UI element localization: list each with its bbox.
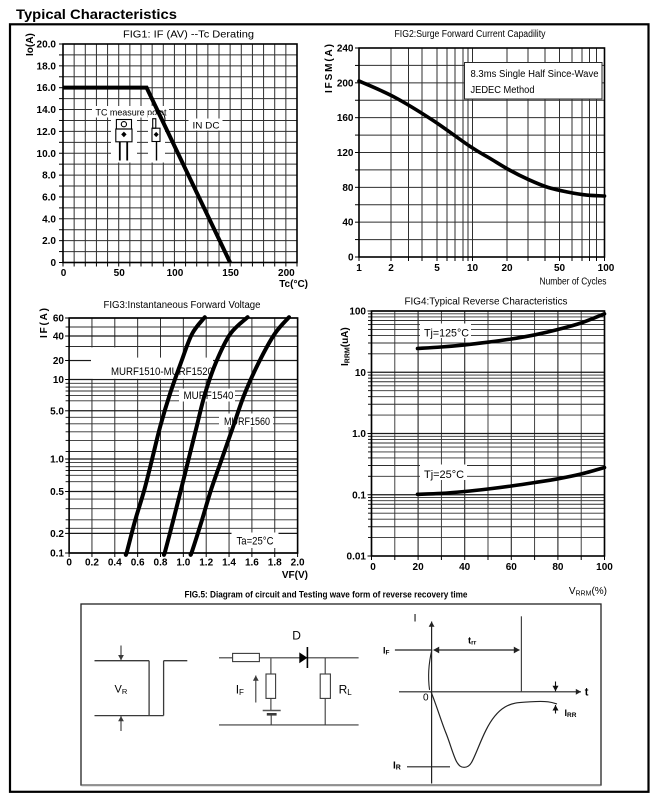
svg-text:10: 10 [467,263,479,274]
svg-text:IR: IR [393,761,401,772]
svg-text:20.0: 20.0 [37,40,57,51]
svg-text:0.6: 0.6 [131,558,145,569]
svg-text:100: 100 [598,263,615,274]
svg-text:100: 100 [167,268,184,279]
svg-text:100: 100 [349,307,366,318]
svg-text:IFSM(A): IFSM(A) [324,44,335,93]
svg-text:10: 10 [53,375,65,386]
svg-text:MURF1560: MURF1560 [224,416,270,428]
svg-text:2.0: 2.0 [42,236,56,247]
svg-text:Tj=25°C: Tj=25°C [424,469,464,481]
svg-text:FIG.5: Diagram of circuit and: FIG.5: Diagram of circuit and Testing wa… [185,590,468,600]
svg-text:80: 80 [342,183,354,194]
svg-text:t: t [585,687,589,699]
svg-text:16.0: 16.0 [37,83,57,94]
svg-text:IRR: IRR [565,708,577,719]
svg-text:0: 0 [423,693,429,704]
svg-text:I: I [414,613,417,625]
svg-text:MURF1510-MURF1520: MURF1510-MURF1520 [111,366,213,378]
svg-text:8.0: 8.0 [42,171,56,182]
svg-text:TC measure point: TC measure point [96,108,167,118]
svg-text:IN DC: IN DC [193,121,220,132]
svg-text:20: 20 [53,356,65,367]
svg-text:IRRM(uA): IRRM(uA) [340,327,352,366]
svg-text:1.2: 1.2 [199,558,213,569]
svg-text:IF(A): IF(A) [39,308,50,338]
svg-text:200: 200 [337,78,354,89]
svg-text:5: 5 [434,263,440,274]
svg-text:trr: trr [468,636,477,647]
svg-text:200: 200 [278,268,295,279]
svg-text:18.0: 18.0 [37,61,57,72]
svg-text:1.0: 1.0 [176,558,190,569]
svg-text:FIG1: IF (AV) --Tc Derating: FIG1: IF (AV) --Tc Derating [123,30,254,41]
svg-text:6.0: 6.0 [42,192,56,203]
svg-text:FIG3:Instantaneous Forward Vol: FIG3:Instantaneous Forward Voltage [104,300,261,311]
svg-text:0: 0 [370,562,376,573]
svg-text:Tc(°C): Tc(°C) [279,279,308,290]
svg-text:VR: VR [115,684,128,697]
svg-text:MURF1540: MURF1540 [184,390,234,402]
svg-text:FIG4:Typical Reverse Character: FIG4:Typical Reverse Characteristics [405,296,568,308]
svg-text:0: 0 [61,268,67,279]
svg-text:0.4: 0.4 [108,558,122,569]
svg-text:Typical Characteristics: Typical Characteristics [16,6,177,22]
svg-text:2: 2 [388,263,394,274]
svg-text:0.2: 0.2 [85,558,99,569]
svg-text:100: 100 [596,562,613,573]
svg-text:Tj=125°C: Tj=125°C [424,328,469,340]
svg-text:10.0: 10.0 [37,149,57,160]
svg-text:0: 0 [50,258,56,269]
svg-text:0.1: 0.1 [352,490,366,501]
svg-text:2.0: 2.0 [291,558,305,569]
svg-text:240: 240 [337,44,354,55]
svg-text:FIG2:Surge Forward Current Cap: FIG2:Surge Forward Current Capadility [395,29,546,40]
svg-text:0.1: 0.1 [50,549,64,560]
svg-text:1.8: 1.8 [268,558,282,569]
svg-text:0.5: 0.5 [50,487,64,498]
svg-text:20: 20 [413,562,425,573]
svg-text:50: 50 [554,263,566,274]
svg-text:40: 40 [53,332,65,343]
svg-text:20: 20 [501,263,513,274]
svg-text:0: 0 [348,253,354,264]
svg-text:1.6: 1.6 [245,558,259,569]
svg-text:Number of Cycles: Number of Cycles [540,277,607,288]
svg-text:10: 10 [355,368,367,379]
svg-text:60: 60 [506,562,518,573]
svg-text:8.3ms Single Half Since-Wave: 8.3ms Single Half Since-Wave [471,69,599,80]
svg-text:0.2: 0.2 [50,529,64,540]
svg-text:0.8: 0.8 [154,558,168,569]
svg-text:1.0: 1.0 [352,429,366,440]
svg-text:12.0: 12.0 [37,127,57,138]
svg-text:1.4: 1.4 [222,558,236,569]
svg-text:40: 40 [342,218,354,229]
svg-text:IF: IF [383,646,390,657]
svg-text:Io(A): Io(A) [25,33,36,56]
svg-text:0: 0 [66,558,72,569]
svg-text:JEDEC Method: JEDEC Method [471,85,535,96]
svg-text:1: 1 [356,263,362,274]
svg-text:60: 60 [53,314,65,325]
svg-text:160: 160 [337,113,354,124]
svg-text:120: 120 [337,148,354,159]
svg-text:D: D [292,629,301,643]
svg-text:IF: IF [236,683,244,698]
svg-text:40: 40 [459,562,471,573]
svg-text:VRRM(%): VRRM(%) [569,586,607,598]
svg-text:VF(V): VF(V) [282,570,308,581]
svg-text:Ta=25°C: Ta=25°C [237,536,274,548]
svg-text:150: 150 [222,268,239,279]
svg-text:0.01: 0.01 [347,552,367,563]
svg-text:4.0: 4.0 [42,214,56,225]
svg-text:80: 80 [552,562,564,573]
svg-text:14.0: 14.0 [37,105,57,116]
svg-text:50: 50 [114,268,126,279]
svg-text:5.0: 5.0 [50,406,64,417]
svg-text:1.0: 1.0 [50,455,64,466]
